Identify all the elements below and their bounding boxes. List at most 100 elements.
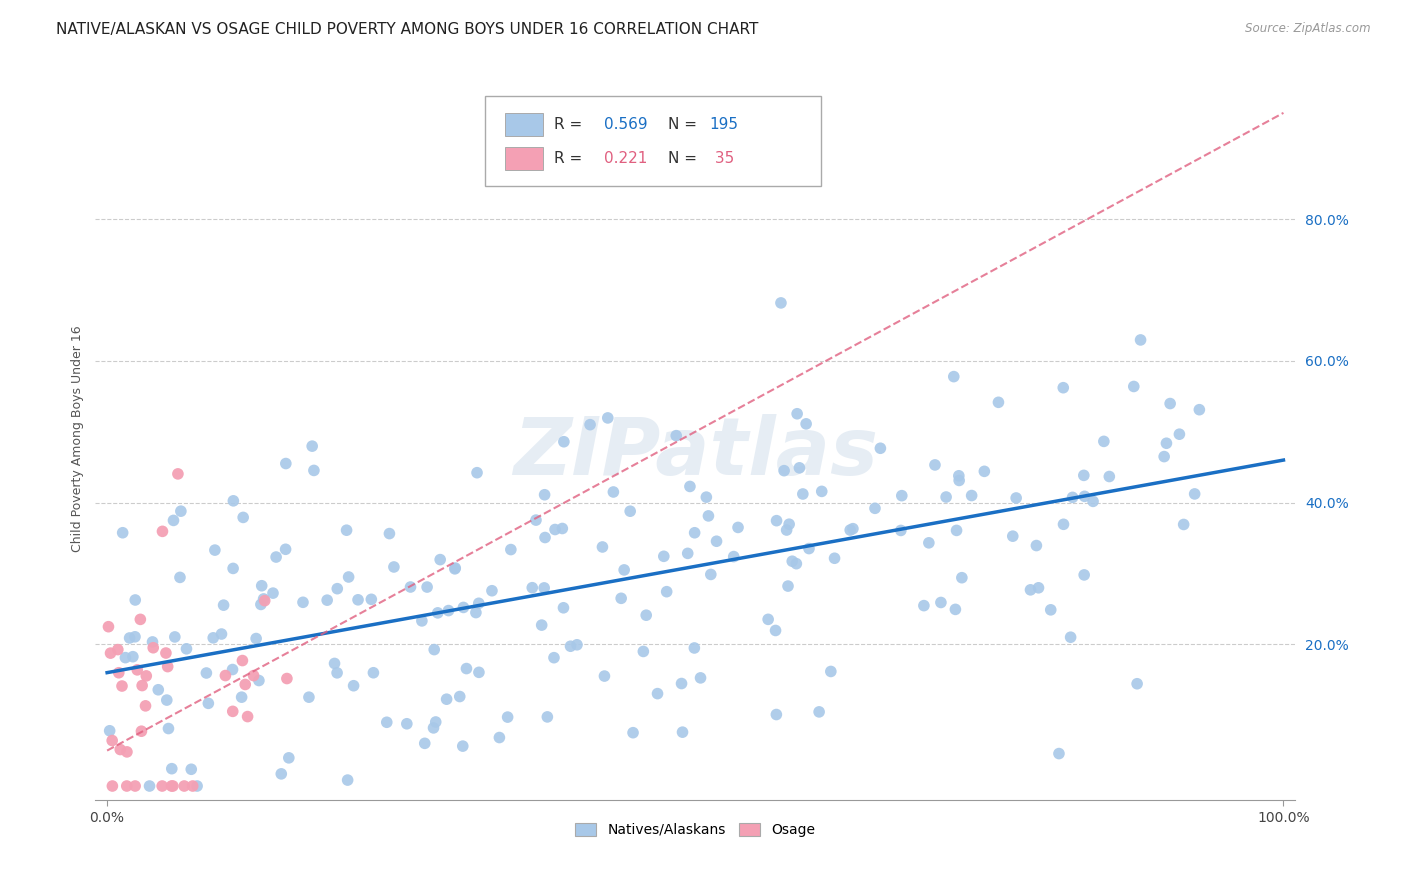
Point: [533, 488, 555, 502]
Point: [780, 554, 803, 568]
Point: [942, 369, 965, 384]
Point: [212, 598, 235, 612]
Point: [524, 513, 547, 527]
Point: [1073, 568, 1095, 582]
Point: [544, 523, 567, 537]
Point: [222, 561, 245, 575]
Point: [973, 464, 995, 478]
Point: [122, 649, 145, 664]
Point: [411, 614, 433, 628]
Point: [274, 542, 297, 557]
Y-axis label: Child Poverty Among Boys Under 16: Child Poverty Among Boys Under 16: [72, 326, 84, 552]
Point: [156, 693, 179, 707]
Point: [302, 463, 325, 477]
Point: [536, 710, 558, 724]
Point: [842, 522, 865, 536]
Point: [602, 485, 624, 500]
Point: [107, 642, 129, 657]
Point: [1184, 487, 1206, 501]
Point: [135, 669, 157, 683]
Point: [1028, 581, 1050, 595]
Point: [1039, 603, 1062, 617]
Point: [101, 733, 124, 747]
Point: [671, 725, 693, 739]
Point: [683, 525, 706, 540]
FancyBboxPatch shape: [505, 113, 543, 136]
Text: R =: R =: [554, 117, 586, 132]
Point: [727, 520, 749, 534]
Point: [1159, 396, 1181, 410]
Point: [335, 523, 357, 537]
Point: [465, 466, 488, 480]
Text: 0.569: 0.569: [605, 117, 648, 132]
Point: [1001, 529, 1024, 543]
Point: [111, 679, 134, 693]
Point: [679, 479, 702, 493]
Point: [141, 635, 163, 649]
Point: [579, 417, 602, 432]
Point: [792, 487, 814, 501]
Point: [890, 524, 912, 538]
Point: [276, 672, 298, 686]
Point: [197, 697, 219, 711]
Point: [131, 679, 153, 693]
Point: [375, 715, 398, 730]
Point: [481, 583, 503, 598]
Point: [1073, 489, 1095, 503]
Point: [773, 464, 796, 478]
Point: [195, 665, 218, 680]
Point: [619, 504, 641, 518]
Text: N =: N =: [668, 151, 702, 166]
Point: [277, 751, 299, 765]
Point: [683, 640, 706, 655]
Point: [211, 627, 233, 641]
Point: [395, 716, 418, 731]
Point: [142, 640, 165, 655]
Point: [464, 606, 486, 620]
Point: [689, 671, 711, 685]
Point: [131, 724, 153, 739]
Point: [496, 710, 519, 724]
Point: [765, 624, 787, 638]
Point: [436, 692, 458, 706]
Point: [231, 654, 253, 668]
Point: [1122, 379, 1144, 393]
Point: [347, 592, 370, 607]
Point: [1156, 436, 1178, 450]
Point: [935, 490, 957, 504]
Point: [789, 460, 811, 475]
Point: [610, 591, 633, 606]
Point: [785, 557, 807, 571]
Point: [204, 543, 226, 558]
Point: [468, 596, 491, 610]
Point: [533, 581, 555, 595]
Point: [948, 474, 970, 488]
Point: [499, 542, 522, 557]
Point: [378, 526, 401, 541]
Point: [1019, 582, 1042, 597]
Point: [270, 767, 292, 781]
Point: [97, 620, 120, 634]
Point: [162, 779, 184, 793]
Point: [250, 579, 273, 593]
Point: [150, 779, 173, 793]
Point: [236, 709, 259, 723]
Point: [399, 580, 422, 594]
Point: [1188, 402, 1211, 417]
Point: [134, 698, 156, 713]
Point: [647, 687, 669, 701]
Point: [621, 725, 644, 739]
Point: [129, 612, 152, 626]
Point: [1052, 381, 1074, 395]
Point: [553, 434, 575, 449]
Point: [863, 501, 886, 516]
Point: [596, 411, 619, 425]
Point: [1047, 747, 1070, 761]
Point: [100, 646, 122, 660]
Point: [173, 779, 195, 793]
Point: [665, 428, 688, 442]
Point: [152, 524, 174, 539]
Text: 35: 35: [710, 151, 734, 166]
Point: [765, 707, 787, 722]
Point: [1081, 494, 1104, 508]
